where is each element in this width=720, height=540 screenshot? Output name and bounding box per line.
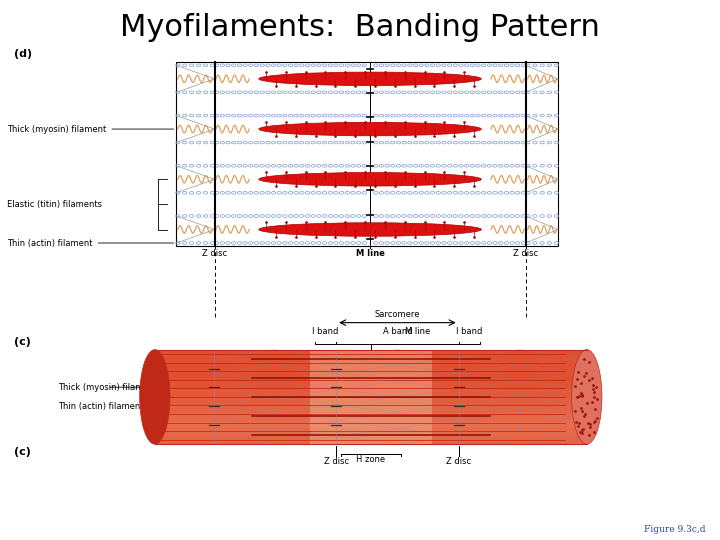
- Ellipse shape: [140, 350, 170, 444]
- Text: A band: A band: [382, 327, 413, 335]
- Text: I band: I band: [456, 327, 482, 335]
- Bar: [155, 397, 587, 405]
- Bar: [155, 436, 587, 444]
- Text: Z disc: Z disc: [446, 456, 471, 465]
- Bar: [155, 421, 587, 428]
- Text: Elastic (titin) filaments: Elastic (titin) filaments: [7, 200, 102, 209]
- Bar: [155, 405, 587, 413]
- Text: M line: M line: [356, 249, 384, 258]
- Text: (c): (c): [14, 447, 31, 457]
- Text: Figure 9.3c,d: Figure 9.3c,d: [644, 524, 706, 534]
- Ellipse shape: [258, 123, 482, 136]
- Text: I band: I band: [312, 327, 338, 335]
- Text: (c): (c): [14, 337, 31, 347]
- Bar: [155, 389, 587, 397]
- Text: Thick (myosin) filament: Thick (myosin) filament: [7, 125, 174, 133]
- Ellipse shape: [572, 350, 602, 444]
- Text: Sarcomere: Sarcomere: [374, 310, 420, 319]
- Bar: [176, 62, 558, 246]
- Text: Z disc: Z disc: [202, 249, 227, 258]
- Bar: [155, 428, 587, 436]
- Bar: [155, 413, 587, 421]
- Bar: [155, 381, 587, 389]
- Text: Thin (actin) filament: Thin (actin) filament: [7, 239, 174, 247]
- Ellipse shape: [258, 72, 482, 85]
- Text: Z disc: Z disc: [324, 456, 348, 465]
- Text: H zone: H zone: [356, 455, 385, 464]
- Text: M line: M line: [405, 327, 431, 335]
- Text: Z disc: Z disc: [513, 249, 538, 258]
- Bar: [310, 350, 432, 444]
- Text: Myofilaments:  Banding Pattern: Myofilaments: Banding Pattern: [120, 14, 600, 43]
- Ellipse shape: [258, 173, 482, 186]
- Text: Thick (myosin) filament: Thick (myosin) filament: [58, 383, 157, 391]
- Text: (d): (d): [14, 49, 32, 59]
- Text: Thin (actin) filament: Thin (actin) filament: [58, 402, 154, 411]
- Bar: [155, 350, 587, 444]
- Ellipse shape: [258, 222, 482, 237]
